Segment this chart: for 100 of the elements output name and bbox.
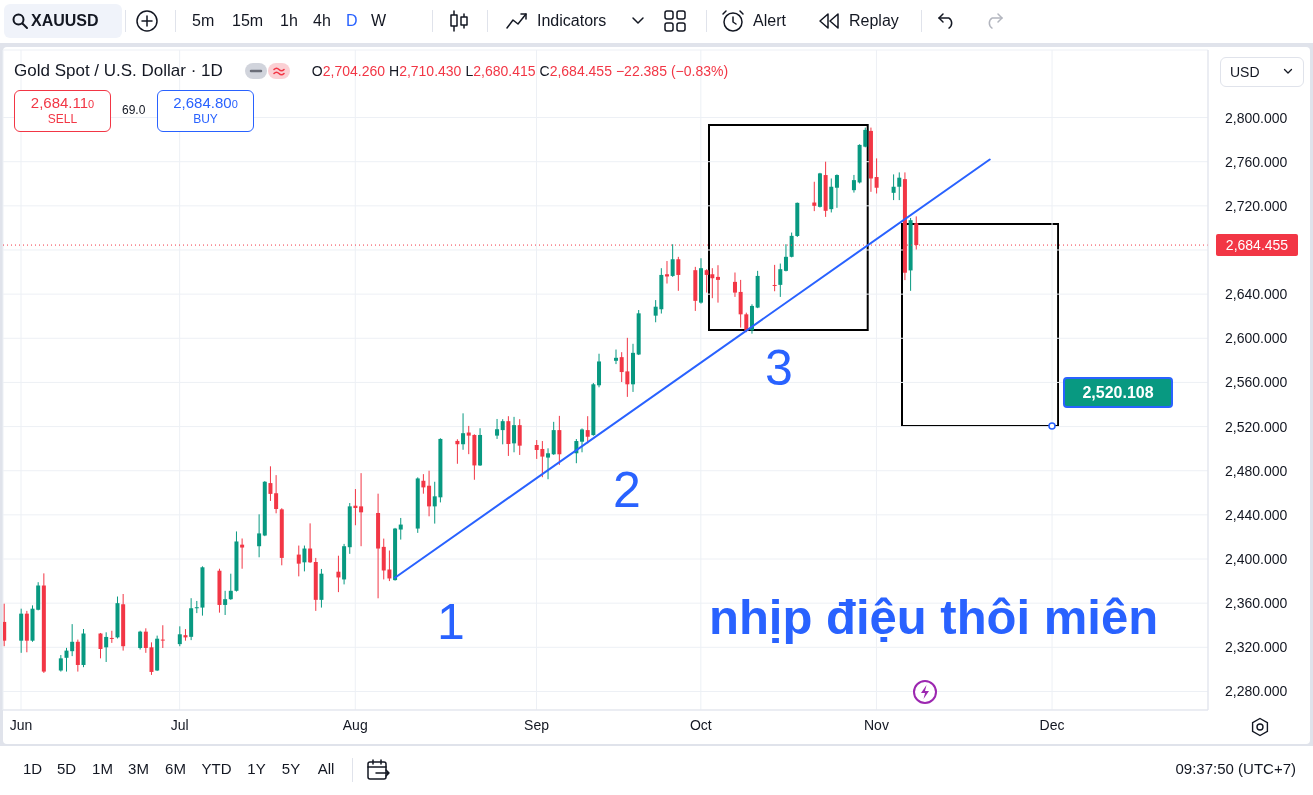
text: 6M <box>164 760 187 778</box>
text: O2,704.260 H2,710.430 L2,680.415 C2,684.455 −22.385 (−0.83%) <box>311 63 729 79</box>
candlestick <box>302 545 307 572</box>
y-tick-label: 2,760.000 <box>1225 153 1288 170</box>
candlestick <box>381 538 386 580</box>
candlestick <box>398 517 403 541</box>
text: 5D <box>55 760 78 778</box>
text: 1M <box>91 760 114 778</box>
candlestick <box>138 630 143 651</box>
annotation: SELL <box>46 112 79 126</box>
price-tag: 2,520.108 <box>1063 377 1173 408</box>
ref-line-label: 2,684.455 <box>1225 237 1289 254</box>
candlestick <box>738 279 743 329</box>
candlestick <box>585 415 590 444</box>
text: YTD <box>200 760 233 778</box>
candlestick <box>789 232 794 258</box>
candlestick <box>834 173 839 209</box>
candlestick <box>614 349 619 365</box>
candlestick <box>715 264 720 304</box>
x-tick-label: Sep <box>524 716 550 733</box>
y-tick-label: 2,560.000 <box>1225 374 1288 391</box>
candlestick <box>160 624 165 649</box>
candlestick <box>70 623 75 657</box>
y-tick-label: 2,600.000 <box>1225 330 1288 347</box>
candlestick <box>461 412 466 451</box>
x-tick-label: Dec <box>1039 716 1065 733</box>
text: 5Y <box>280 760 302 778</box>
y-tick-label: 2,440.000 <box>1225 506 1288 523</box>
candlestick <box>778 263 783 298</box>
candlestick <box>772 264 777 292</box>
y-tick-label: 2,360.000 <box>1225 595 1288 612</box>
y-tick-label: 2,640.000 <box>1225 286 1288 303</box>
candlestick <box>223 590 228 616</box>
annotation: 3 <box>765 340 793 396</box>
text: 5m <box>192 11 215 31</box>
candlestick <box>580 427 585 453</box>
text: Indicators <box>537 11 607 31</box>
text: W <box>371 11 387 31</box>
candlestick <box>455 438 460 465</box>
text: 1Y <box>246 760 267 778</box>
text: 09:37:50 (UTC+7) <box>1174 760 1296 778</box>
candlestick <box>268 465 273 502</box>
candlestick <box>812 181 817 212</box>
text: 3M <box>127 760 150 778</box>
candlestick <box>897 171 902 201</box>
candlestick <box>274 474 279 514</box>
text: All <box>316 760 336 778</box>
candlestick <box>874 157 879 194</box>
x-tick-label: Jul <box>170 716 189 733</box>
annotation: BUY <box>192 112 219 126</box>
candlestick <box>506 415 511 457</box>
text: Alert <box>753 11 786 31</box>
candlestick <box>597 353 602 388</box>
text: 1D <box>21 760 44 778</box>
candlestick <box>257 513 262 558</box>
y-tick-label: 2,480.000 <box>1225 462 1288 479</box>
buy-button: 2,684.800 BUY <box>157 90 254 132</box>
candlestick <box>296 545 301 577</box>
y-tick-label: 2,400.000 <box>1225 550 1288 567</box>
y-tick-label: 2,520.000 <box>1225 418 1288 435</box>
y-tick-label: 2,280.000 <box>1225 683 1288 700</box>
candlestick <box>359 472 364 547</box>
x-tick-label: Nov <box>863 716 889 733</box>
x-tick-label: Oct <box>689 716 712 733</box>
candlestick <box>240 537 245 570</box>
sell-button: 2,684.110 SELL <box>14 90 111 132</box>
candlestick <box>512 416 517 453</box>
annotation: 1 <box>437 594 465 650</box>
candlestick <box>670 243 675 278</box>
annotation: 2,684.110 <box>29 94 96 111</box>
candlestick <box>427 470 432 517</box>
text: XAUUSD <box>31 11 99 31</box>
candlestick <box>829 177 834 213</box>
x-tick-label: Aug <box>342 716 368 733</box>
y-tick-label: 2,800.000 <box>1225 109 1288 126</box>
text: Replay <box>849 11 899 31</box>
candlestick <box>75 639 80 673</box>
candlestick <box>109 630 114 644</box>
text: D <box>346 11 358 31</box>
candlestick <box>891 173 896 201</box>
candlestick <box>546 447 551 480</box>
text: 4h <box>313 11 331 31</box>
text: 1h <box>280 11 298 31</box>
annotation: 69.0 <box>122 103 146 118</box>
currency-dropdown: USD <box>1220 57 1304 87</box>
candlestick <box>3 603 7 647</box>
candlestick <box>783 243 788 272</box>
text: 15m <box>232 11 264 31</box>
text: Gold Spot / U.S. Dollar · 1D <box>14 61 223 81</box>
candlestick <box>517 418 522 456</box>
candlestick <box>177 625 182 647</box>
candlestick <box>228 573 233 601</box>
x-tick-label: Jun <box>9 716 33 733</box>
y-tick-label: 2,720.000 <box>1225 197 1288 214</box>
candlestick <box>308 522 313 564</box>
candlestick <box>676 256 681 292</box>
candlestick <box>104 631 109 663</box>
annotation: nhịp điệu thôi miên <box>709 589 1159 646</box>
candlestick <box>495 418 500 440</box>
candlestick <box>64 647 69 673</box>
